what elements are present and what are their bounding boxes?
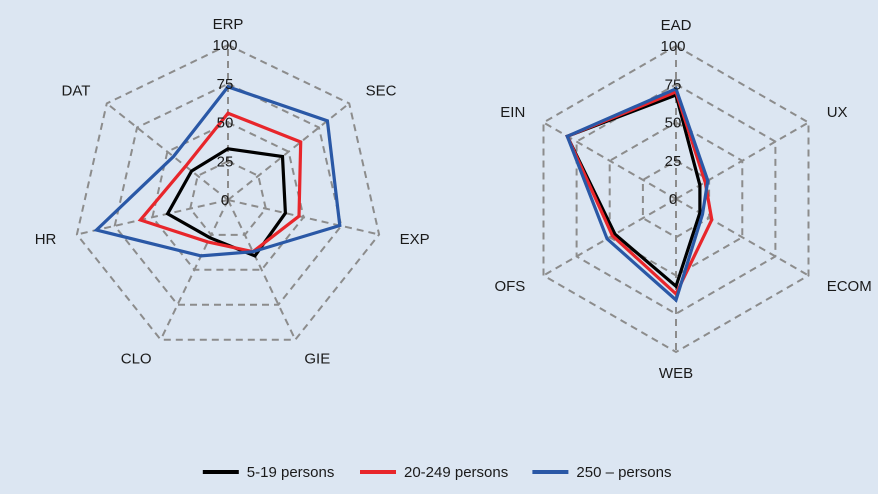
- legend-label: 20-249 persons: [404, 464, 508, 481]
- axis-label-ead: EAD: [661, 17, 692, 34]
- tick-label: 75: [217, 76, 234, 93]
- legend-label: 5-19 persons: [247, 464, 335, 481]
- tick-label: 50: [217, 115, 234, 132]
- series-line: [137, 111, 303, 254]
- tick-label: 100: [212, 37, 237, 54]
- grid-spoke: [106, 102, 229, 201]
- tick-label: 75: [665, 76, 682, 93]
- axis-label-hr: HR: [35, 231, 57, 248]
- tick-label: 0: [669, 191, 677, 208]
- axis-label-clo: CLO: [121, 351, 152, 368]
- grid-spoke: [227, 102, 350, 201]
- radar-chart-2: 0 25 50 75 100 EAD UX ECOM WEB OFS EIN: [494, 17, 871, 382]
- axis-label-ecom: ECOM: [827, 278, 872, 295]
- axis-label-ofs: OFS: [494, 278, 525, 295]
- grid-spoke: [675, 198, 810, 277]
- axis-label-gie: GIE: [304, 351, 330, 368]
- grid-spoke: [675, 121, 810, 200]
- grid-ring: [151, 121, 305, 271]
- axis-label-dat: DAT: [62, 82, 91, 99]
- grid-spoke: [227, 199, 297, 341]
- tick-label: 50: [665, 115, 682, 132]
- axis-label-sec: SEC: [366, 82, 397, 99]
- tick-label: 25: [665, 153, 682, 170]
- grid-spoke: [159, 199, 229, 341]
- legend: 5-19 persons 20-249 persons 250 – persons: [202, 464, 671, 481]
- tick-label: 0: [221, 192, 229, 209]
- grid-spoke: [76, 199, 229, 236]
- axis-label-ux: UX: [827, 104, 848, 121]
- grid-ring: [75, 43, 381, 341]
- tick-label: 100: [660, 38, 685, 55]
- grid-spoke: [542, 121, 677, 200]
- series-line: [565, 86, 710, 303]
- radar-chart-1: 0 25 50 75 100 ERP SEC EXP GIE CLO HR DAT: [35, 16, 430, 368]
- grid-spoke: [227, 199, 380, 236]
- legend-label: 250 – persons: [576, 464, 671, 481]
- axis-label-erp: ERP: [213, 16, 244, 33]
- grid-ring: [189, 160, 267, 236]
- series-line: [93, 84, 342, 258]
- axis-label-web: WEB: [659, 365, 693, 382]
- grid-spoke: [542, 198, 677, 277]
- axis-label-ein: EIN: [500, 104, 525, 121]
- grid-ring: [542, 44, 810, 354]
- tick-label: 25: [217, 153, 234, 170]
- axis-label-exp: EXP: [400, 231, 430, 248]
- grid-ring: [113, 82, 343, 306]
